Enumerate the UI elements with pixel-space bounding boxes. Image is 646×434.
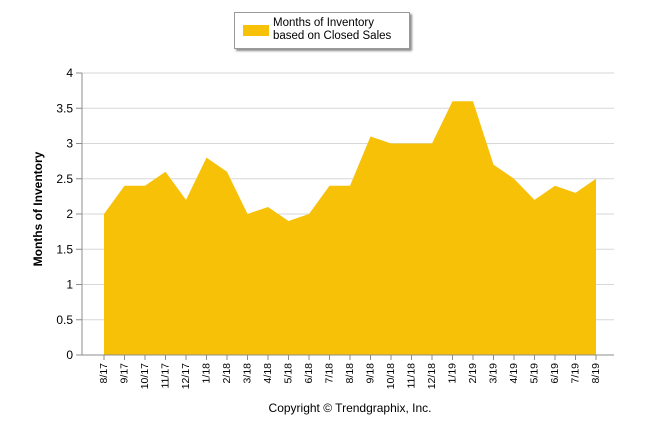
x-tick-label: 6/19 [549, 363, 561, 384]
y-axis-label: Months of Inventory [31, 151, 45, 267]
x-tick-label: 5/19 [529, 363, 541, 384]
y-tick-labels: 0 0.5 1 1.5 2 2.5 3 3.5 4 [56, 66, 82, 362]
copyright-text: Copyright © Trendgraphix, Inc. [268, 401, 432, 415]
x-tick-label: 11/17 [160, 363, 172, 389]
x-tick-label: 4/19 [508, 363, 520, 384]
x-tick-label: 1/18 [201, 363, 213, 384]
x-tick-label: 5/18 [283, 363, 295, 384]
x-tick-label: 8/18 [344, 363, 356, 384]
area-series [104, 101, 596, 355]
x-tick-labels: 8/17 9/17 10/17 11/17 12/17 1/18 2/18 3/18 4/18 5… [98, 355, 602, 389]
x-tick-label: 11/18 [406, 363, 418, 389]
legend-swatch [243, 25, 269, 36]
x-tick-label: 4/18 [262, 363, 274, 384]
y-tick-label: 1 [66, 278, 73, 292]
x-tick-label: 8/19 [590, 363, 602, 384]
y-tick-label: 4 [66, 66, 73, 80]
legend: Months of Inventory based on Closed Sale… [234, 12, 410, 49]
y-tick-label: 2.5 [56, 172, 73, 186]
x-tick-label: 3/19 [488, 363, 500, 384]
x-tick-label: 8/17 [98, 363, 110, 384]
x-tick-label: 7/19 [570, 363, 582, 384]
y-tick-label: 3 [66, 137, 73, 151]
x-tick-label: 12/18 [426, 363, 438, 389]
x-tick-label: 9/17 [119, 363, 131, 384]
x-tick-label: 10/17 [139, 363, 151, 389]
y-tick-label: 1.5 [56, 242, 73, 256]
x-tick-label: 9/18 [365, 363, 377, 384]
y-tick-label: 3.5 [56, 101, 73, 115]
x-tick-label: 10/18 [385, 363, 397, 389]
x-tick-label: 2/19 [467, 363, 479, 384]
legend-label: Months of Inventory based on Closed Sale… [273, 17, 392, 42]
x-tick-label: 3/18 [242, 363, 254, 384]
y-tick-label: 0.5 [56, 313, 73, 327]
x-tick-label: 7/18 [324, 363, 336, 384]
x-tick-label: 2/18 [221, 363, 233, 384]
y-tick-label: 2 [66, 207, 73, 221]
x-tick-label: 6/18 [303, 363, 315, 384]
x-tick-label: 1/19 [447, 363, 459, 384]
x-tick-label: 12/17 [180, 363, 192, 389]
y-tick-label: 0 [66, 348, 73, 362]
